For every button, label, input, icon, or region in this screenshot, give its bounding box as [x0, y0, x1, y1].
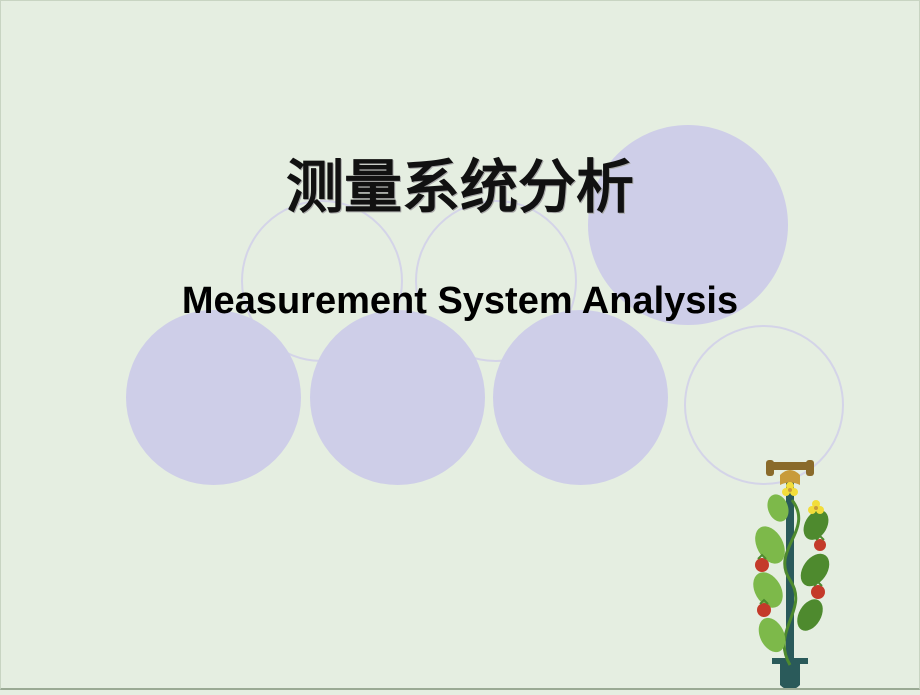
bg-circle-6: [493, 310, 668, 485]
bg-circle-5: [310, 310, 485, 485]
bg-circle-4: [126, 310, 301, 485]
bg-circle-7: [684, 325, 844, 485]
title-chinese: 测量系统分析: [0, 140, 920, 224]
title-english: Measurement System Analysis: [0, 280, 920, 323]
